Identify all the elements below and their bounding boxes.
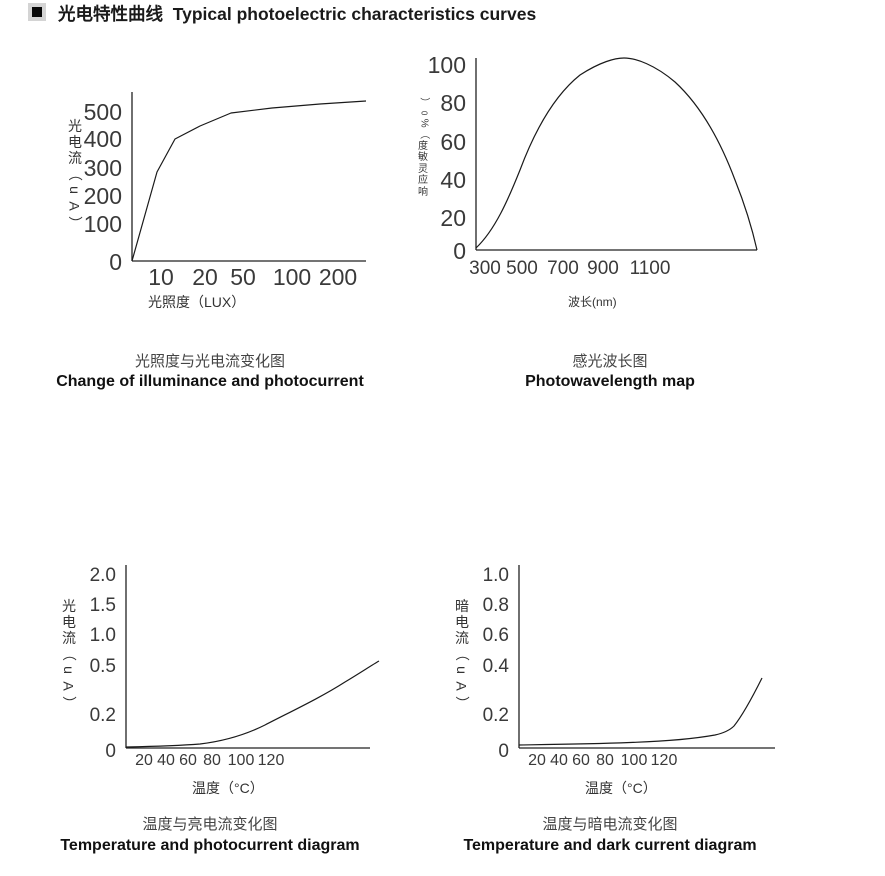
svg-text:40: 40	[550, 752, 568, 769]
svg-text:0.6: 0.6	[483, 625, 509, 646]
svg-text:0.8: 0.8	[483, 595, 509, 616]
svg-text:120: 120	[651, 752, 678, 769]
svg-text:100: 100	[621, 752, 648, 769]
svg-text:60: 60	[572, 752, 590, 769]
svg-text:80: 80	[596, 752, 614, 769]
svg-text:20: 20	[528, 752, 546, 769]
svg-text:1.0: 1.0	[483, 565, 509, 586]
svg-text:0.4: 0.4	[483, 656, 510, 677]
svg-text:0: 0	[498, 741, 509, 762]
svg-text:0.2: 0.2	[483, 705, 509, 726]
